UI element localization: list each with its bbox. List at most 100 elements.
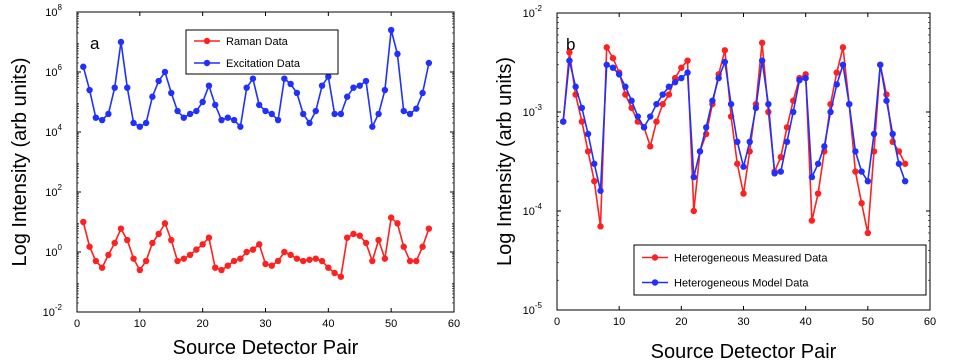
data-point [362, 239, 370, 247]
data-point [186, 110, 194, 118]
data-point [343, 93, 351, 100]
data-point [287, 251, 294, 259]
data-point [381, 86, 389, 94]
data-point [268, 110, 275, 118]
data-point [369, 257, 376, 265]
legend: Heterogeneous Measured Data Heterogeneous… [633, 244, 927, 296]
data-point [591, 177, 598, 185]
x-tick-label: 40 [800, 316, 812, 328]
data-point [199, 98, 206, 106]
data-point [684, 57, 691, 64]
data-point [375, 110, 382, 118]
data-point [205, 82, 213, 89]
data-point [678, 64, 685, 71]
data-point [149, 239, 156, 247]
y-axis-label: Log Intensity (arb units) [9, 58, 31, 267]
x-tick-label: 60 [924, 316, 936, 328]
data-point [721, 58, 729, 66]
legend-label: Heterogeneous Measured Data [674, 253, 828, 265]
data-point [603, 44, 610, 51]
y-tick-label: 10-3 [523, 103, 543, 119]
data-point [889, 130, 896, 138]
data-point [174, 107, 181, 115]
series-blue [80, 26, 433, 130]
x-tick-label: 10 [134, 318, 146, 330]
data-point [622, 91, 629, 98]
data-point [369, 123, 376, 130]
data-point [224, 114, 231, 121]
data-point [783, 138, 791, 146]
data-point [783, 124, 791, 131]
data-point [709, 97, 716, 104]
legend-marker [651, 254, 659, 261]
data-point [734, 138, 741, 146]
data-point [578, 118, 586, 125]
data-point [155, 77, 162, 85]
data-point [777, 153, 784, 161]
legend-box [185, 29, 339, 75]
data-point [230, 116, 238, 124]
series-red [80, 214, 433, 280]
data-point [268, 262, 275, 269]
data-point [256, 101, 263, 109]
data-point [690, 173, 697, 181]
data-point [362, 77, 370, 85]
data-point [653, 118, 660, 125]
x-axis-label: Source Detector Pair [651, 341, 837, 360]
data-point [790, 108, 797, 116]
y-tick-label: 104 [45, 123, 62, 139]
data-point [80, 63, 87, 70]
data-point [105, 251, 112, 259]
x-tick-label: 20 [197, 318, 209, 330]
data-point [312, 255, 319, 262]
data-point [306, 119, 313, 127]
data-point [249, 75, 257, 82]
data-point [293, 255, 301, 262]
data-point [350, 230, 357, 238]
data-point [901, 160, 909, 167]
data-point [111, 239, 118, 247]
data-point [199, 241, 206, 248]
data-point [337, 273, 345, 280]
data-point [168, 236, 175, 244]
data-point [721, 47, 729, 54]
panel-letter: a [90, 34, 100, 53]
x-tick-label: 0 [74, 318, 80, 330]
data-point [609, 64, 617, 71]
legend-label: Excitation Data [226, 58, 301, 70]
data-point [659, 91, 666, 98]
data-point [615, 71, 623, 78]
data-point [186, 251, 194, 259]
panel-letter: b [566, 35, 575, 54]
data-point [136, 266, 144, 274]
data-point [130, 119, 137, 127]
data-point [356, 82, 363, 89]
data-point [325, 264, 332, 271]
data-point [425, 225, 433, 232]
data-point [155, 230, 162, 238]
data-point [845, 100, 853, 108]
data-point [98, 116, 106, 124]
series-line [82, 215, 430, 278]
data-point [180, 114, 188, 121]
data-point [597, 187, 604, 194]
data-point [684, 69, 691, 76]
data-point [821, 143, 828, 150]
data-point [350, 84, 357, 91]
data-point [858, 168, 865, 175]
data-point [603, 61, 610, 68]
data-point [111, 84, 118, 91]
data-point [425, 59, 433, 67]
data-point [696, 148, 704, 155]
data-point [877, 61, 884, 68]
data-point [566, 57, 573, 64]
x-tick-label: 10 [613, 316, 625, 328]
data-point [814, 160, 822, 167]
data-point [337, 110, 345, 118]
data-point [678, 74, 685, 82]
legend-marker [203, 59, 211, 67]
data-point [86, 86, 93, 94]
data-point [262, 260, 269, 268]
data-point [771, 170, 778, 177]
